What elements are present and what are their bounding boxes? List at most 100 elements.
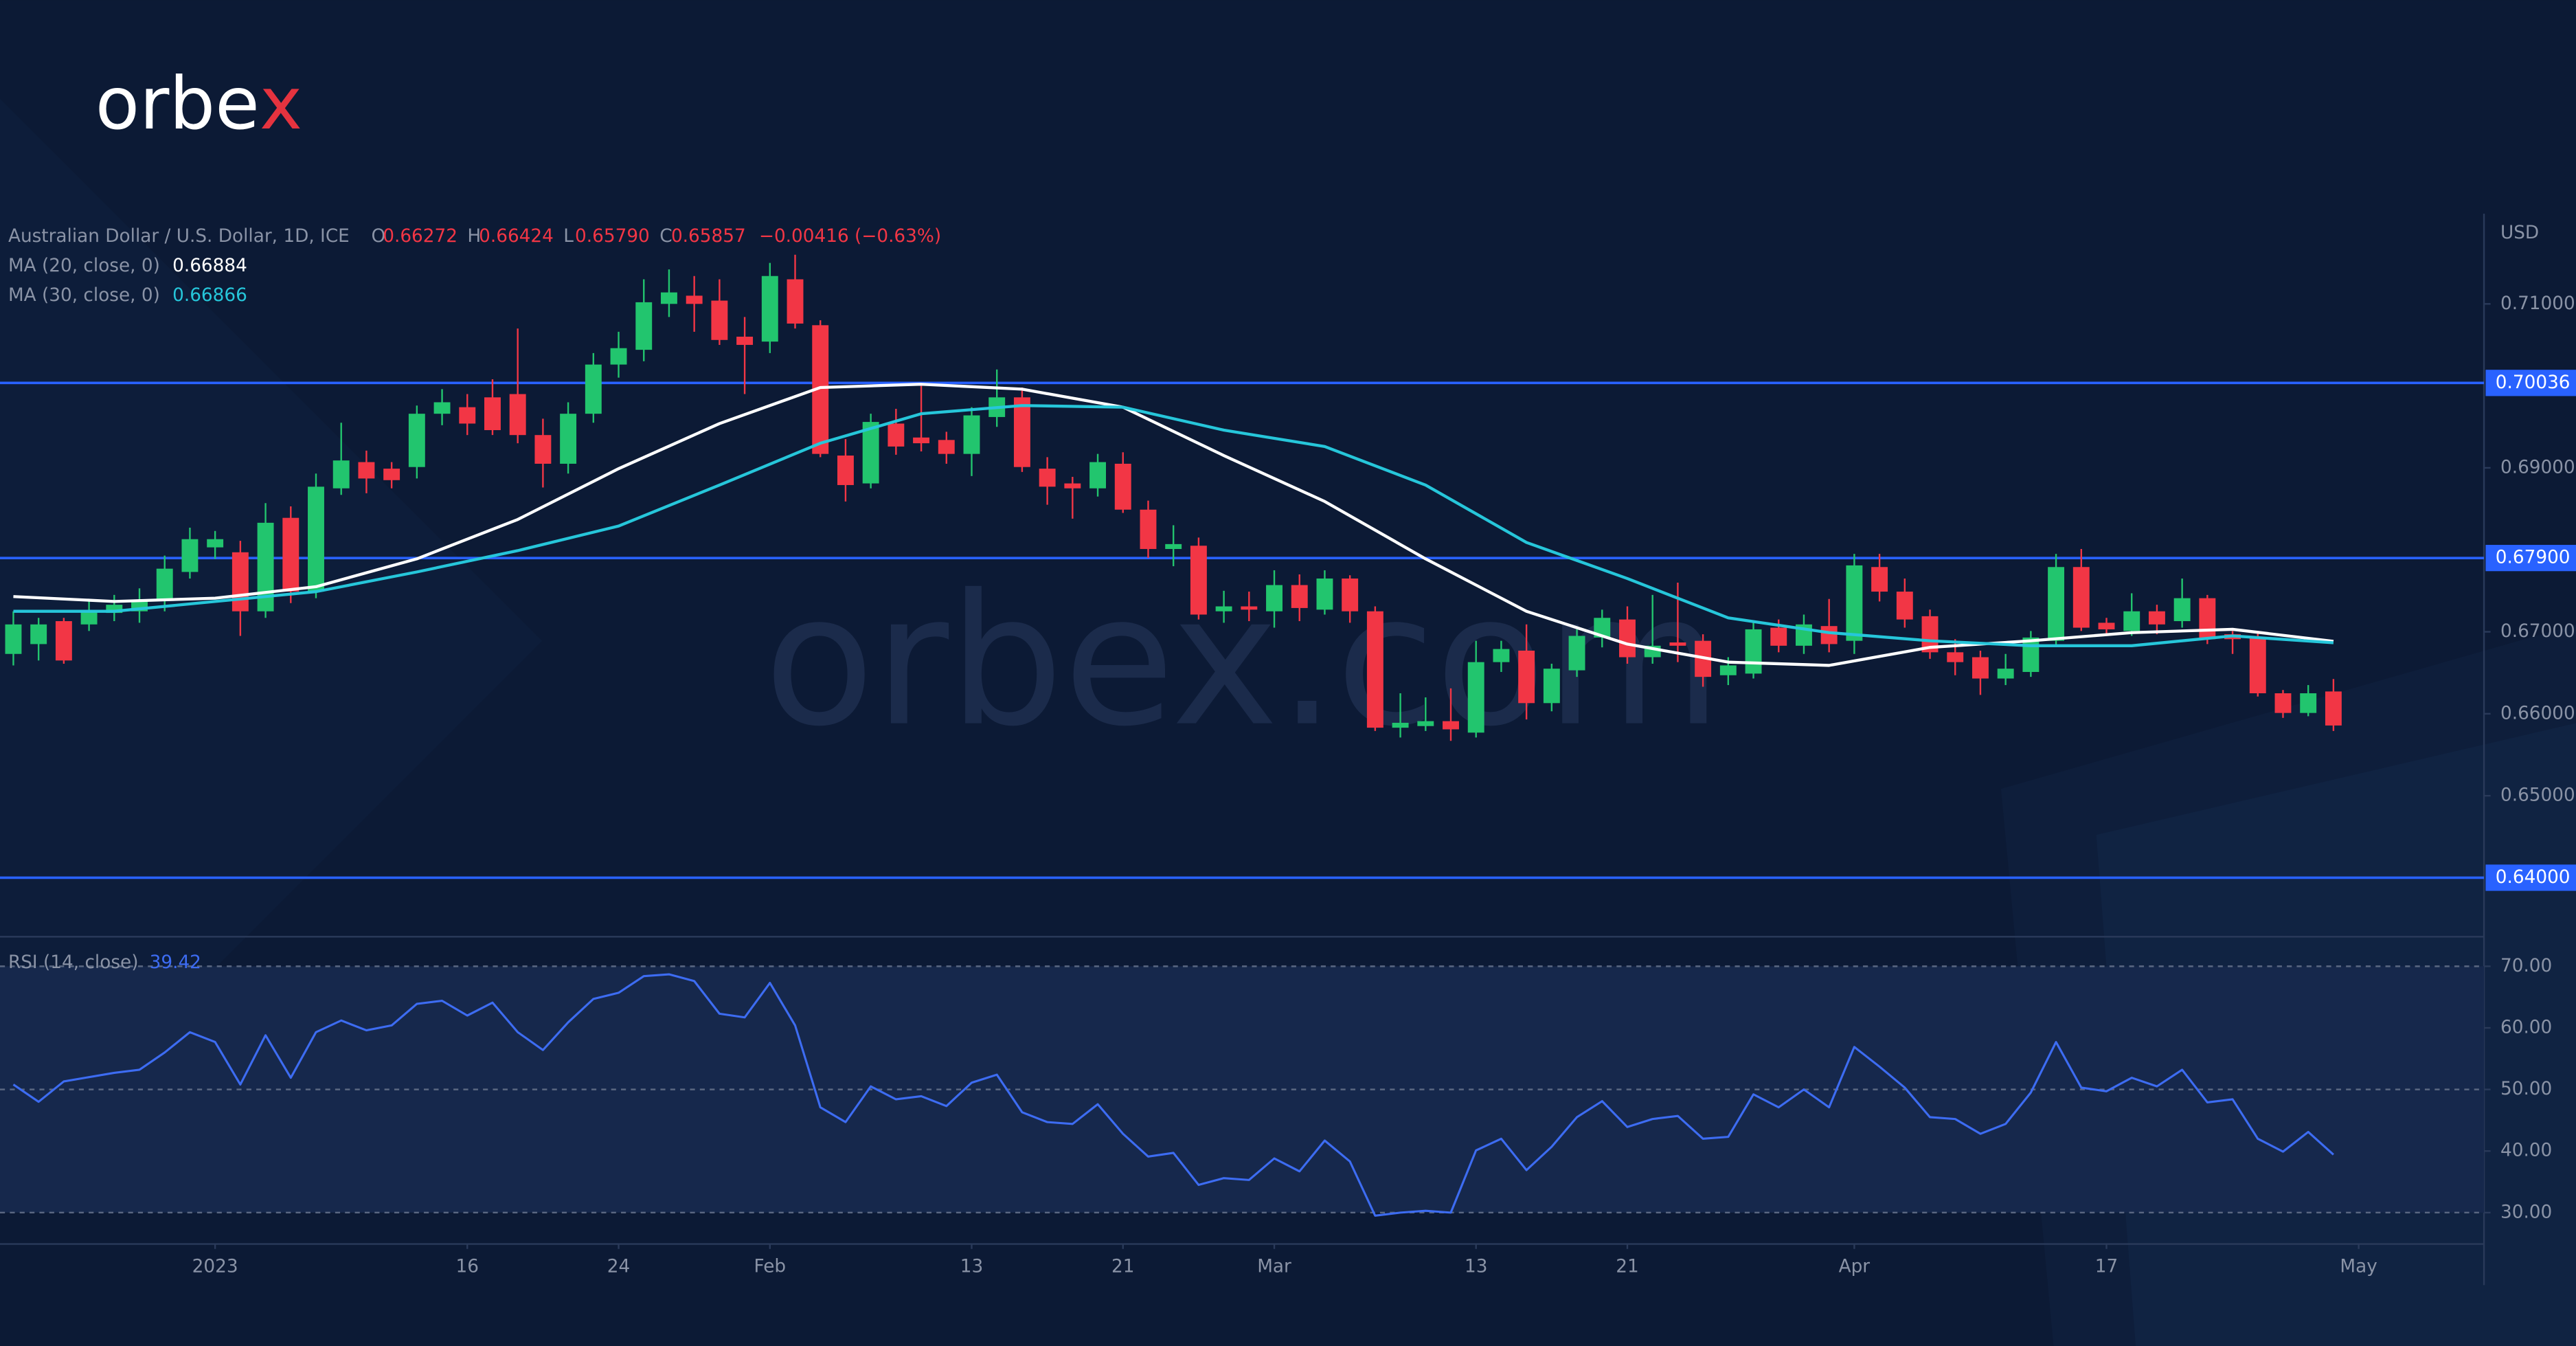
decor-shape bbox=[0, 98, 543, 1184]
candle-body bbox=[5, 624, 22, 654]
candle-body bbox=[1291, 585, 1308, 608]
candle-body bbox=[156, 568, 173, 600]
candle-body bbox=[1342, 578, 1359, 612]
watermark: orbex.com bbox=[764, 557, 1721, 767]
ohlc-key: H bbox=[467, 226, 481, 247]
candle-body bbox=[1039, 469, 1056, 487]
candle-body bbox=[736, 337, 754, 345]
candle-body bbox=[358, 462, 375, 479]
candle-body bbox=[1568, 636, 1585, 671]
x-tick-label: 21 bbox=[1616, 1257, 1638, 1277]
candle-body bbox=[1921, 616, 1939, 653]
candle-body bbox=[433, 402, 451, 414]
brand-accent: x bbox=[260, 61, 302, 146]
y-tick-label: 0.67000 bbox=[2500, 621, 2575, 642]
candle-body bbox=[938, 440, 955, 454]
candle-body bbox=[913, 437, 930, 444]
candle-body bbox=[30, 624, 47, 644]
y-tick-label: 60.00 bbox=[2500, 1017, 2552, 1037]
ohlc-value: 0.66424 bbox=[479, 226, 554, 247]
candle-body bbox=[1871, 567, 1888, 592]
candle-body bbox=[1719, 665, 1737, 675]
candle-body bbox=[761, 276, 778, 342]
legend-value: 0.66884 bbox=[172, 256, 247, 276]
currency-label: USD bbox=[2500, 223, 2539, 243]
candle-body bbox=[686, 295, 703, 304]
level-label-bg bbox=[2485, 545, 2576, 572]
candle-body bbox=[1770, 627, 1787, 646]
y-tick-label: 70.00 bbox=[2500, 956, 2552, 976]
candle-body bbox=[55, 621, 72, 661]
ma-line bbox=[13, 404, 2334, 647]
ohlc-value: 0.66272 bbox=[383, 226, 457, 247]
x-tick-label: 17 bbox=[2095, 1257, 2118, 1277]
level-label-bg bbox=[2485, 370, 2576, 396]
candle-body bbox=[207, 539, 224, 548]
candle-body bbox=[332, 460, 350, 489]
candle-body bbox=[106, 605, 123, 614]
candle-body bbox=[1443, 721, 1459, 730]
candle-body bbox=[1140, 509, 1157, 550]
candle-body bbox=[383, 469, 400, 480]
candle-body bbox=[711, 300, 728, 340]
candle-body bbox=[1669, 642, 1686, 646]
candle-body bbox=[231, 552, 249, 612]
candle-body bbox=[459, 407, 476, 424]
candle-body bbox=[1089, 462, 1107, 489]
candle-body bbox=[1947, 652, 1964, 662]
brand-logo: orbex bbox=[95, 61, 302, 146]
candle-body bbox=[509, 394, 526, 436]
candle-body bbox=[963, 415, 980, 454]
candle-body bbox=[2274, 693, 2292, 713]
x-tick-label: Feb bbox=[754, 1257, 787, 1277]
symbol-title: Australian Dollar / U.S. Dollar, 1D, ICE bbox=[8, 226, 350, 247]
candle-body bbox=[888, 423, 905, 447]
candle-body bbox=[812, 325, 829, 454]
ohlc-key: L bbox=[563, 226, 574, 247]
candle-body bbox=[1165, 543, 1182, 550]
candle-body bbox=[1366, 611, 1383, 728]
ma-line bbox=[13, 383, 2334, 667]
rsi-line bbox=[12, 973, 2334, 1217]
candle-body bbox=[2300, 693, 2317, 713]
candle-body bbox=[1114, 463, 1131, 510]
candle-body bbox=[660, 292, 677, 304]
candle-body bbox=[1971, 657, 1989, 679]
x-tick-label: 2023 bbox=[192, 1257, 238, 1277]
y-tick-label: 50.00 bbox=[2500, 1079, 2552, 1099]
candle-body bbox=[308, 486, 324, 592]
ohlc-value: 0.65857 bbox=[671, 226, 746, 247]
level-label: 0.70036 bbox=[2496, 372, 2571, 393]
candle-body bbox=[484, 397, 501, 431]
x-tick-label: May bbox=[2340, 1257, 2377, 1277]
candle-body bbox=[257, 522, 274, 612]
rsi-label: RSI (14, close) bbox=[8, 952, 139, 973]
candle-body bbox=[862, 422, 879, 484]
candle-body bbox=[1594, 618, 1611, 638]
candle-body bbox=[560, 414, 577, 464]
candle-body bbox=[2199, 598, 2216, 640]
candle-body bbox=[2148, 611, 2165, 625]
level-label: 0.64000 bbox=[2496, 867, 2571, 888]
ohlc-value: 0.65790 bbox=[575, 226, 650, 247]
candle-body bbox=[1190, 546, 1207, 615]
x-tick-label: Apr bbox=[1839, 1257, 1871, 1277]
y-tick-label: 0.69000 bbox=[2500, 457, 2575, 478]
candle-body bbox=[1820, 626, 1838, 644]
candle-body bbox=[2123, 611, 2140, 631]
legend-value: 0.66866 bbox=[172, 285, 247, 306]
y-tick-label: 0.71000 bbox=[2500, 293, 2575, 314]
legend-entry: MA (30, close, 0) bbox=[8, 285, 160, 306]
candle-body bbox=[635, 302, 653, 350]
candle-body bbox=[1215, 606, 1232, 612]
candle-body bbox=[1543, 669, 1560, 704]
rsi-value: 39.42 bbox=[150, 952, 201, 973]
candle-body bbox=[1316, 578, 1333, 610]
level-label-bg bbox=[2485, 864, 2576, 891]
candle-body bbox=[837, 456, 854, 485]
candle-body bbox=[1997, 669, 2014, 679]
candle-body bbox=[1241, 606, 1258, 610]
change-label: −0.00416 (−0.63%) bbox=[759, 226, 941, 247]
